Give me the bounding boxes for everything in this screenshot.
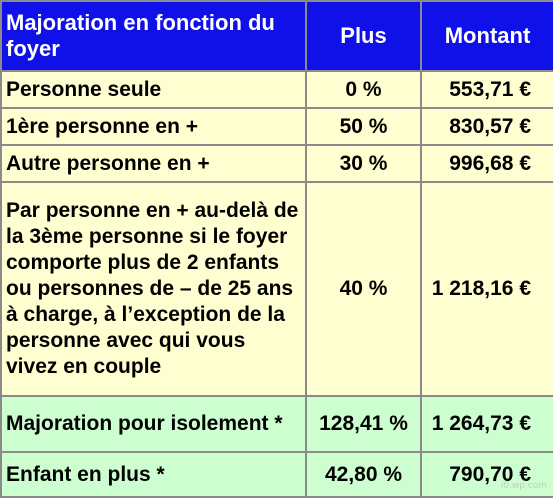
row-label: 1ère personne en + [0, 107, 307, 146]
table-row: Majoration pour isolement * 128,41 % 1 2… [0, 395, 553, 453]
row-plus: 128,41 % [305, 395, 422, 453]
row-plus: 0 % [305, 70, 422, 109]
row-label: Enfant en plus * [0, 451, 307, 498]
row-label: Personne seule [0, 70, 307, 109]
table-row: Par personne en + au-delà de la 3ème per… [0, 181, 553, 397]
row-label: Majoration pour isolement * [0, 395, 307, 453]
row-plus: 42,80 % [305, 451, 422, 498]
row-plus: 50 % [305, 107, 422, 146]
row-plus: 30 % [305, 144, 422, 183]
row-montant: 996,68 € [420, 144, 553, 183]
row-label: Par personne en + au-delà de la 3ème per… [0, 181, 307, 397]
row-montant: 1 218,16 € [420, 181, 553, 397]
table-row: Enfant en plus * 42,80 % 790,70 € [0, 451, 553, 498]
row-label: Autre personne en + [0, 144, 307, 183]
row-montant: 790,70 € [420, 451, 553, 498]
row-montant: 553,71 € [420, 70, 553, 109]
table-row: 1ère personne en + 50 % 830,57 € [0, 107, 553, 146]
header-montant: Montant [420, 0, 553, 72]
row-plus: 40 % [305, 181, 422, 397]
row-montant: 1 264,73 € [420, 395, 553, 453]
table-row: Personne seule 0 % 553,71 € [0, 70, 553, 109]
table-row: Autre personne en + 30 % 996,68 € [0, 144, 553, 183]
header-majoration: Majoration en fonction du foyer [0, 0, 307, 72]
watermark: i0.wp.com [500, 481, 547, 491]
row-montant: 830,57 € [420, 107, 553, 146]
table-header-row: Majoration en fonction du foyer Plus Mon… [0, 0, 553, 72]
header-plus: Plus [305, 0, 422, 72]
